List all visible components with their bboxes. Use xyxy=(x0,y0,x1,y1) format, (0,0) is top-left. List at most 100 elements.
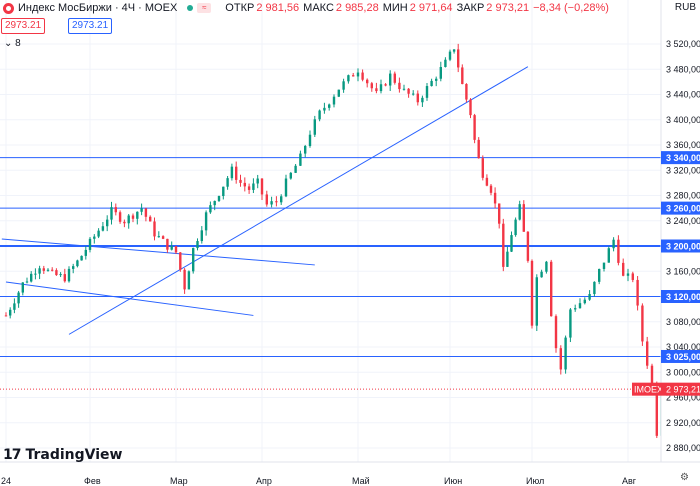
candle-body xyxy=(650,365,654,385)
indicators-toggle[interactable]: ⌄ 8 xyxy=(4,38,21,49)
candle-body xyxy=(21,282,24,293)
candle-body xyxy=(393,73,396,83)
candle-body xyxy=(284,178,288,197)
currency-label[interactable]: RUB xyxy=(674,2,696,13)
level-price-label: 3 120,00 xyxy=(666,292,700,302)
y-tick-label: 3 040,00 xyxy=(666,342,700,352)
candle-body xyxy=(398,82,401,90)
delayed-data-icon[interactable]: ≈ xyxy=(197,3,212,13)
candle-body xyxy=(569,309,572,338)
candle-body xyxy=(17,292,20,304)
candle-body xyxy=(179,252,182,270)
candle-body xyxy=(574,308,577,310)
candle-body xyxy=(540,271,543,278)
moex-logo-icon xyxy=(3,2,14,14)
candle-body xyxy=(375,88,378,92)
x-tick-label: 24 xyxy=(1,476,11,486)
candle-body xyxy=(545,261,548,272)
y-tick-label: 3 240,00 xyxy=(666,216,700,226)
close-label: ЗАКР xyxy=(456,2,485,14)
candle-body xyxy=(452,49,456,52)
market-status-icon xyxy=(187,5,194,11)
candle-body xyxy=(384,84,387,86)
candle-body xyxy=(4,315,8,317)
candle-body xyxy=(510,235,513,252)
last-price-tag xyxy=(661,382,700,396)
candle-body xyxy=(97,230,100,237)
candle-body xyxy=(204,212,208,231)
candle-body xyxy=(222,186,225,197)
candle-body xyxy=(598,268,601,282)
candle-body xyxy=(243,182,246,187)
level-price-tag xyxy=(661,239,700,253)
candle-body xyxy=(379,84,383,92)
candle-body xyxy=(110,207,113,220)
candle-body xyxy=(200,230,203,242)
candle-body xyxy=(144,208,148,217)
candle-body xyxy=(473,115,476,140)
candle-body xyxy=(612,239,615,249)
candle-body xyxy=(583,299,586,304)
candle-body xyxy=(641,305,644,342)
sell-price-button[interactable]: 2973.21 xyxy=(1,18,46,34)
candle-body xyxy=(140,208,143,212)
candle-body xyxy=(498,203,501,224)
candle-body xyxy=(646,341,649,366)
tradingview-logo[interactable]: 17 TradingView xyxy=(3,447,122,463)
candle-body xyxy=(123,221,126,224)
candle-body xyxy=(356,72,360,77)
y-tick-label: 2 960,00 xyxy=(666,393,700,403)
candle-body xyxy=(166,238,169,250)
candle-body xyxy=(622,262,625,276)
candle-body xyxy=(389,73,392,86)
candle-body xyxy=(461,67,464,85)
settings-gear-icon[interactable]: ⚙ xyxy=(680,472,689,483)
candle-body xyxy=(51,269,54,271)
candle-body xyxy=(209,205,212,213)
candle-body xyxy=(304,145,307,154)
x-tick-label: Июл xyxy=(526,476,544,486)
candle-body xyxy=(247,186,251,190)
candle-body xyxy=(481,158,484,178)
x-tick-label: Фев xyxy=(84,476,101,486)
candle-body xyxy=(514,219,517,236)
open-value: 2 981,56 xyxy=(256,2,300,14)
candle-body xyxy=(435,78,438,81)
candle-body xyxy=(196,241,199,249)
candle-body xyxy=(149,216,152,222)
candle-body xyxy=(448,51,452,60)
y-tick-label: 3 080,00 xyxy=(666,317,700,327)
candle-body xyxy=(157,236,160,238)
candle-body xyxy=(352,75,355,77)
candle-body xyxy=(593,281,596,295)
x-tick-label: Май xyxy=(352,476,370,486)
symbol-title[interactable]: Индекс МосБиржи · 4Ч · MOEX xyxy=(18,2,178,14)
candle-body xyxy=(607,248,610,263)
level-price-label: 3 260,00 xyxy=(666,204,700,214)
candle-body xyxy=(46,269,50,271)
y-tick-label: 3 520,00 xyxy=(666,39,700,49)
candle-body xyxy=(25,281,29,283)
trend-line xyxy=(68,66,529,335)
candle-body xyxy=(485,177,489,186)
candle-body xyxy=(636,279,639,306)
candle-body xyxy=(318,110,321,120)
candle-body xyxy=(313,119,316,135)
candle-body xyxy=(493,192,497,204)
high-label: МАКС xyxy=(303,2,334,14)
candle-body xyxy=(76,260,79,267)
candle-body xyxy=(655,384,658,436)
candle-body xyxy=(602,262,606,269)
candle-body xyxy=(535,277,538,326)
candle-body xyxy=(101,226,105,231)
candle-body xyxy=(588,294,591,300)
candle-body xyxy=(631,273,634,280)
x-tick-label: Июн xyxy=(444,476,462,486)
buy-price-button[interactable]: 2973.21 xyxy=(68,18,113,34)
candle-body xyxy=(477,139,480,159)
y-tick-label: 3 160,00 xyxy=(666,266,700,276)
candle-body xyxy=(217,196,221,201)
candle-body xyxy=(106,219,109,227)
candle-body xyxy=(280,196,283,203)
